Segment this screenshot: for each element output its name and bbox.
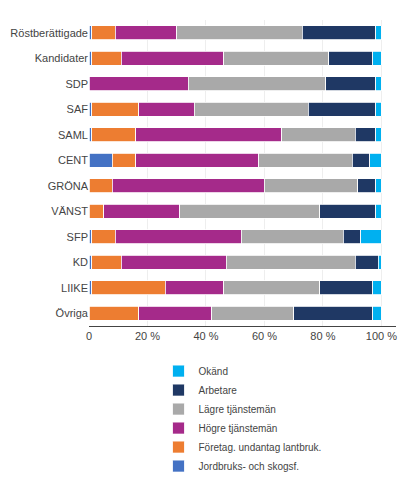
- svg-text:20 %: 20 %: [135, 330, 160, 342]
- svg-text:VÄNST: VÄNST: [51, 205, 88, 217]
- svg-text:Kandidater: Kandidater: [35, 52, 89, 64]
- svg-text:Okänd: Okänd: [199, 366, 228, 377]
- svg-text:SDP: SDP: [65, 78, 88, 90]
- svg-text:Högre tjänstemän: Högre tjänstemän: [199, 423, 278, 434]
- svg-text:GRÖNA: GRÖNA: [48, 180, 89, 192]
- svg-text:CENT: CENT: [58, 154, 88, 166]
- svg-text:LIIKE: LIIKE: [61, 282, 88, 294]
- svg-text:Röstberättigade: Röstberättigade: [10, 27, 88, 39]
- svg-text:60 %: 60 %: [252, 330, 277, 342]
- svg-text:KD: KD: [73, 256, 88, 268]
- svg-text:Övriga: Övriga: [56, 307, 89, 319]
- svg-text:SAF: SAF: [67, 103, 89, 115]
- svg-text:SFP: SFP: [67, 231, 88, 243]
- svg-text:SAML: SAML: [58, 129, 88, 141]
- svg-text:Arbetare: Arbetare: [199, 385, 238, 396]
- svg-text:0: 0: [86, 330, 92, 342]
- svg-text:100 %: 100 %: [366, 330, 397, 342]
- svg-text:Jordbruks- och skogsf.: Jordbruks- och skogsf.: [199, 461, 300, 472]
- svg-text:80 %: 80 %: [310, 330, 335, 342]
- svg-text:Företag. undantag lantbruk.: Företag. undantag lantbruk.: [199, 442, 322, 453]
- svg-text:40 %: 40 %: [193, 330, 218, 342]
- svg-text:Lägre tjänstemän: Lägre tjänstemän: [199, 404, 276, 415]
